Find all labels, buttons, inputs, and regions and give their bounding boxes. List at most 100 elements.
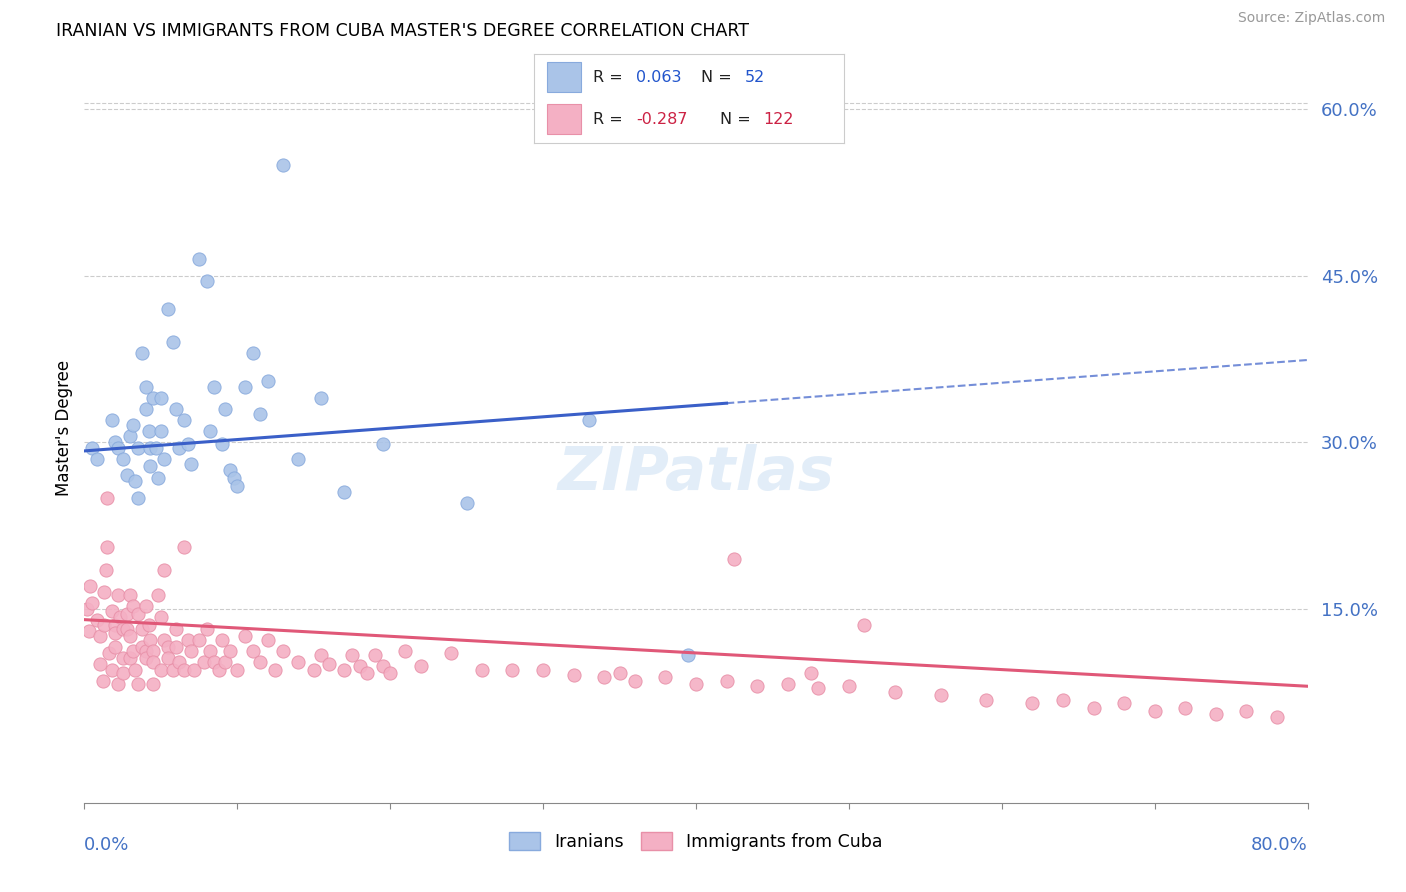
Point	[115, 622, 138, 636]
Point	[1083, 701, 1105, 715]
Point	[79, 579, 101, 593]
Point	[747, 679, 769, 693]
Point	[149, 610, 172, 624]
Point	[162, 663, 184, 677]
Point	[94, 563, 117, 577]
Point	[76, 601, 98, 615]
Text: 0.063: 0.063	[637, 70, 682, 85]
Point	[976, 692, 998, 706]
Point	[157, 640, 180, 655]
Point	[142, 391, 165, 405]
Point	[287, 451, 309, 466]
Point	[716, 673, 738, 688]
Point	[124, 474, 146, 488]
Point	[122, 418, 145, 433]
Point	[349, 659, 371, 673]
Bar	[547, 62, 581, 92]
Point	[202, 655, 225, 669]
Point	[157, 301, 180, 316]
Point	[138, 424, 160, 438]
Point	[142, 644, 165, 658]
Point	[183, 663, 205, 677]
Point	[578, 413, 600, 427]
Text: R =: R =	[593, 70, 628, 85]
Point	[104, 626, 127, 640]
Point	[264, 663, 287, 677]
Point	[122, 599, 145, 614]
Point	[409, 659, 432, 673]
Point	[142, 677, 165, 691]
Point	[167, 655, 190, 669]
Point	[139, 632, 162, 647]
Text: Source: ZipAtlas.com: Source: ZipAtlas.com	[1237, 11, 1385, 25]
Point	[249, 407, 271, 421]
Point	[139, 441, 162, 455]
Point	[146, 588, 169, 602]
Point	[302, 663, 325, 677]
Point	[153, 563, 176, 577]
Point	[104, 435, 127, 450]
Point	[146, 470, 169, 484]
Point	[86, 451, 108, 466]
Point	[122, 644, 145, 658]
Point	[929, 688, 952, 702]
Point	[198, 644, 221, 658]
Point	[127, 491, 149, 505]
Point	[131, 640, 153, 655]
Point	[333, 663, 356, 677]
Point	[173, 541, 195, 555]
Point	[242, 346, 264, 360]
Point	[226, 663, 249, 677]
Text: IRANIAN VS IMMIGRANTS FROM CUBA MASTER'S DEGREE CORRELATION CHART: IRANIAN VS IMMIGRANTS FROM CUBA MASTER'S…	[56, 22, 749, 40]
Point	[593, 670, 616, 684]
Point	[80, 441, 103, 455]
Point	[115, 468, 138, 483]
Point	[111, 665, 134, 680]
Point	[101, 663, 124, 677]
Point	[685, 677, 707, 691]
Point	[89, 657, 111, 671]
Point	[1052, 692, 1074, 706]
Point	[80, 596, 103, 610]
Point	[333, 485, 356, 500]
Point	[257, 632, 280, 647]
Point	[562, 668, 585, 682]
Point	[340, 648, 363, 662]
Point	[165, 401, 187, 416]
Point	[193, 655, 215, 669]
Point	[77, 624, 100, 638]
Point	[104, 640, 127, 655]
Text: 52: 52	[745, 70, 765, 85]
Text: -0.287: -0.287	[637, 112, 688, 127]
Point	[149, 391, 172, 405]
Text: 0.0%: 0.0%	[84, 836, 129, 855]
Point	[107, 677, 129, 691]
Point	[86, 613, 108, 627]
Point	[167, 441, 190, 455]
Point	[371, 659, 394, 673]
Point	[127, 677, 149, 691]
Text: N =: N =	[720, 112, 756, 127]
Point	[115, 607, 138, 621]
Bar	[547, 104, 581, 134]
Point	[1021, 696, 1043, 710]
Point	[111, 651, 134, 665]
Point	[120, 629, 142, 643]
Point	[188, 632, 211, 647]
Point	[364, 648, 387, 662]
Point	[224, 470, 246, 484]
Point	[127, 607, 149, 621]
Point	[380, 665, 402, 680]
Point	[138, 618, 160, 632]
Point	[195, 274, 218, 288]
Point	[107, 441, 129, 455]
Point	[96, 491, 118, 505]
Point	[165, 640, 187, 655]
Point	[93, 618, 115, 632]
Point	[142, 655, 165, 669]
Point	[101, 604, 124, 618]
Y-axis label: Master's Degree: Master's Degree	[55, 360, 73, 496]
Point	[218, 463, 240, 477]
Point	[135, 651, 157, 665]
Point	[394, 644, 416, 658]
